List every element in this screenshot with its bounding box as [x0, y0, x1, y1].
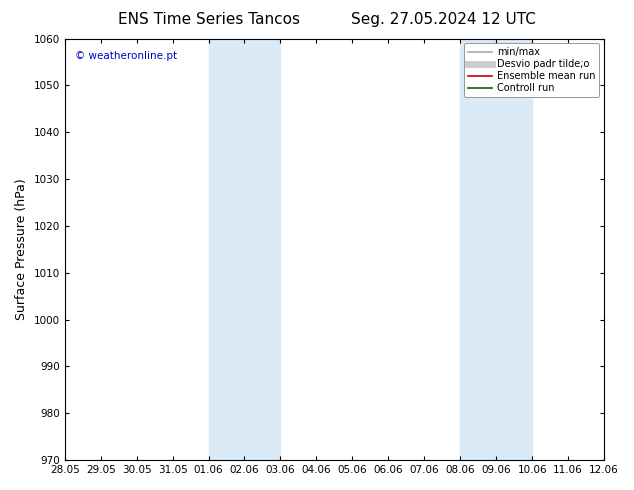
- Bar: [209, 39, 280, 460]
- Text: ENS Time Series Tancos: ENS Time Series Tancos: [118, 12, 301, 27]
- Text: © weatheronline.pt: © weatheronline.pt: [75, 51, 178, 61]
- Text: Seg. 27.05.2024 12 UTC: Seg. 27.05.2024 12 UTC: [351, 12, 536, 27]
- Legend: min/max, Desvio padr tilde;o, Ensemble mean run, Controll run: min/max, Desvio padr tilde;o, Ensemble m…: [464, 44, 599, 97]
- Bar: [460, 39, 532, 460]
- Y-axis label: Surface Pressure (hPa): Surface Pressure (hPa): [15, 178, 28, 320]
